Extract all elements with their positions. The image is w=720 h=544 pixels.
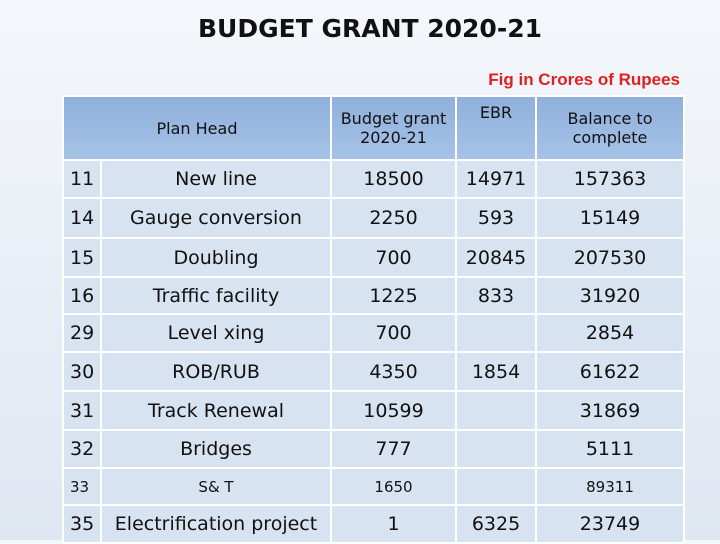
value-cell: 10599 <box>330 390 457 431</box>
code-cell: 29 <box>62 313 102 353</box>
plan-head-cell: Electrification project <box>100 504 332 544</box>
value-cell: 31920 <box>535 276 685 315</box>
value-cell: 1 <box>330 504 457 544</box>
plan-head-cell: Doubling <box>100 237 332 278</box>
table-row: 15 Doubling 700 20845 207530 <box>62 237 685 278</box>
column-header: EBR <box>455 95 537 161</box>
plan-head-cell: Track Renewal <box>100 390 332 431</box>
column-header: Plan Head <box>62 95 332 161</box>
plan-head-cell: Gauge conversion <box>100 197 332 239</box>
value-cell: 23749 <box>535 504 685 544</box>
plan-head-cell: Bridges <box>100 429 332 469</box>
value-cell: 207530 <box>535 237 685 278</box>
table-row: 30 ROB/RUB 4350 1854 61622 <box>62 351 685 392</box>
code-cell: 31 <box>62 390 102 431</box>
table-row: 11 New line 18500 14971 157363 <box>62 159 685 199</box>
table-row: 31 Track Renewal 10599 31869 <box>62 390 685 431</box>
value-cell: 6325 <box>455 504 537 544</box>
value-cell: 18500 <box>330 159 457 199</box>
value-cell: 2250 <box>330 197 457 239</box>
value-cell: 593 <box>455 197 537 239</box>
value-cell <box>455 390 537 431</box>
plan-head-cell: Traffic facility <box>100 276 332 315</box>
value-cell: 1854 <box>455 351 537 392</box>
value-cell: 157363 <box>535 159 685 199</box>
code-cell: 11 <box>62 159 102 199</box>
budget-table: Plan Head Budget grant 2020-21 EBR Balan… <box>62 95 685 544</box>
code-cell: 35 <box>62 504 102 544</box>
value-cell: 1650 <box>330 467 457 506</box>
table-row: 35 Electrification project 1 6325 23749 <box>62 504 685 544</box>
table-row: 29 Level xing 700 2854 <box>62 313 685 353</box>
value-cell: 14971 <box>455 159 537 199</box>
value-cell: 61622 <box>535 351 685 392</box>
subtitle: Fig in Crores of Rupees <box>488 70 680 89</box>
value-cell <box>455 429 537 469</box>
plan-head-cell: ROB/RUB <box>100 351 332 392</box>
value-cell: 31869 <box>535 390 685 431</box>
value-cell: 5111 <box>535 429 685 469</box>
value-cell: 700 <box>330 313 457 353</box>
table-row: 32 Bridges 777 5111 <box>62 429 685 469</box>
column-header: Balance to complete <box>535 95 685 161</box>
plan-head-cell: S& T <box>100 467 332 506</box>
table-row: 16 Traffic facility 1225 833 31920 <box>62 276 685 315</box>
value-cell: 700 <box>330 237 457 278</box>
value-cell <box>455 313 537 353</box>
value-cell: 833 <box>455 276 537 315</box>
value-cell: 4350 <box>330 351 457 392</box>
value-cell <box>455 467 537 506</box>
code-cell: 32 <box>62 429 102 469</box>
code-cell: 14 <box>62 197 102 239</box>
table-row: 33 S& T 1650 89311 <box>62 467 685 506</box>
value-cell: 20845 <box>455 237 537 278</box>
table-row: 14 Gauge conversion 2250 593 15149 <box>62 197 685 239</box>
header-row: Plan Head Budget grant 2020-21 EBR Balan… <box>62 95 685 161</box>
plan-head-cell: Level xing <box>100 313 332 353</box>
column-header: Budget grant 2020-21 <box>330 95 457 161</box>
title: BUDGET GRANT 2020-21 <box>197 14 542 43</box>
code-cell: 16 <box>62 276 102 315</box>
value-cell: 2854 <box>535 313 685 353</box>
value-cell: 89311 <box>535 467 685 506</box>
value-cell: 777 <box>330 429 457 469</box>
code-cell: 30 <box>62 351 102 392</box>
code-cell: 33 <box>62 467 102 506</box>
plan-head-cell: New line <box>100 159 332 199</box>
code-cell: 15 <box>62 237 102 278</box>
value-cell: 1225 <box>330 276 457 315</box>
table-body: 11 New line 18500 14971 157363 14 Gauge conver… <box>62 159 685 544</box>
value-cell: 15149 <box>535 197 685 239</box>
